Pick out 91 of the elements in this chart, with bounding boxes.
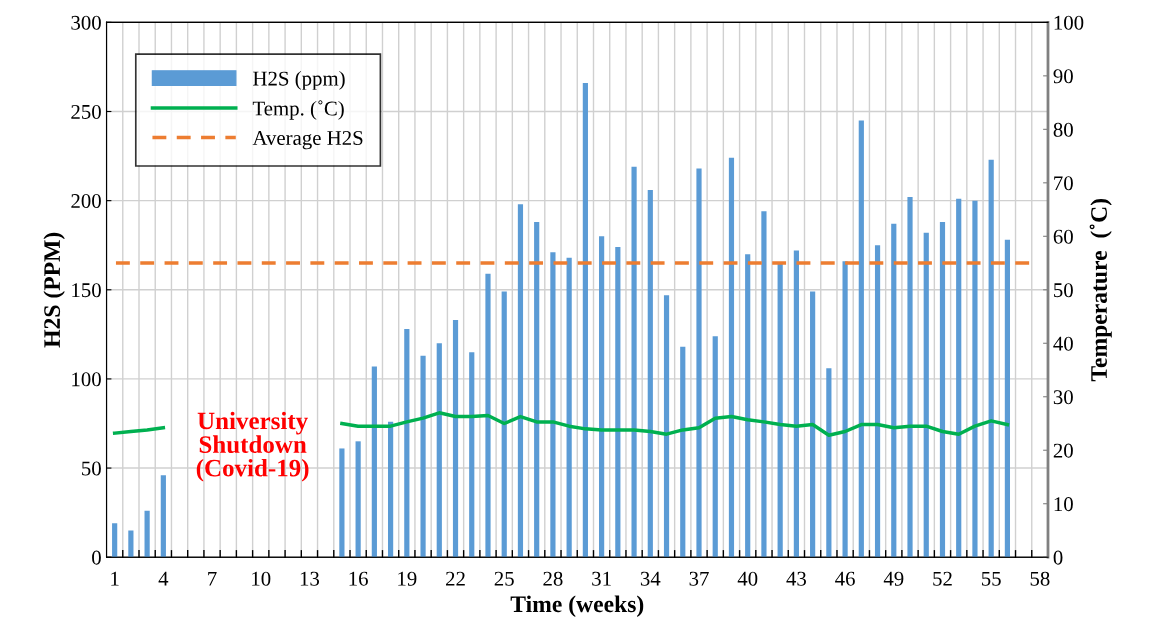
x-tick-label: 22	[446, 571, 465, 586]
bar	[728, 157, 735, 558]
bar	[469, 352, 475, 558]
bar	[891, 223, 897, 558]
y2-tick-label: 80	[1053, 122, 1073, 137]
bar	[615, 247, 621, 558]
bar	[160, 475, 166, 558]
bar	[663, 295, 670, 558]
bar	[777, 263, 783, 558]
legend-label: Temp. (˚C)	[252, 100, 344, 120]
y2-tick-label: 0	[1053, 550, 1063, 565]
y2-tick-label: 60	[1053, 229, 1073, 244]
x-tick-label: 1	[111, 571, 119, 586]
y-tick-label: 200	[71, 194, 101, 209]
bar	[858, 120, 864, 558]
bar	[339, 448, 345, 558]
x-tick-label: 31	[592, 571, 611, 586]
bar	[582, 82, 588, 558]
bar	[647, 189, 653, 558]
y-axis-title: H2S (PPM)	[43, 232, 65, 348]
y-tick-label: 100	[72, 372, 101, 387]
bar	[956, 198, 962, 558]
y-tick-label: 0	[92, 550, 101, 565]
bar	[566, 257, 572, 558]
x-tick-label: 28	[543, 571, 563, 586]
x-tick-label: 4	[158, 571, 169, 586]
x-tick-label: 34	[640, 571, 661, 586]
x-tick-label: 43	[786, 571, 806, 586]
x-tick-label: 25	[494, 571, 514, 586]
bar	[501, 291, 507, 558]
y-tick-label: 300	[71, 15, 101, 30]
bar	[550, 252, 556, 558]
bar	[420, 355, 426, 558]
bar	[761, 211, 767, 558]
bar	[388, 421, 394, 558]
x-tick-label: 37	[689, 571, 709, 586]
y2-axis-title: Temperature (˚C)	[1089, 199, 1112, 382]
bar	[923, 232, 929, 558]
bar	[907, 197, 913, 558]
y2-tick-label: 30	[1053, 390, 1073, 405]
x-tick-label: 40	[737, 571, 758, 586]
bar	[534, 222, 540, 558]
bar	[112, 523, 118, 558]
bar	[355, 441, 361, 558]
bar	[810, 291, 816, 558]
bar	[842, 261, 848, 558]
y-tick-label: 50	[82, 461, 101, 476]
bar	[436, 343, 442, 558]
y2-tick-label: 100	[1054, 15, 1084, 30]
x-tick-label: 46	[835, 571, 855, 586]
y2-tick-label: 50	[1054, 283, 1073, 298]
annotation: University Shutdown (Covid-19)	[196, 411, 309, 482]
bar	[631, 166, 637, 558]
bar	[452, 320, 459, 558]
x-tick-label: 13	[300, 571, 320, 586]
x-axis-title: Time (weeks)	[510, 595, 644, 617]
legend-label: H2S (ppm)	[253, 70, 345, 90]
bar	[745, 254, 751, 558]
bar	[793, 250, 799, 558]
y2-tick-label: 90	[1053, 69, 1073, 84]
legend-label: Average H2S	[252, 131, 363, 150]
bar	[696, 168, 702, 558]
bar	[371, 366, 377, 558]
x-tick-label: 7	[208, 571, 217, 586]
y-tick-label: 250	[71, 104, 101, 119]
bar	[712, 336, 718, 558]
bar	[826, 368, 832, 558]
bar	[144, 510, 150, 558]
bar	[485, 273, 491, 558]
y2-tick-label: 70	[1054, 176, 1073, 191]
x-tick-label: 16	[349, 571, 368, 586]
y2-tick-label: 10	[1054, 497, 1073, 512]
bar	[988, 159, 994, 558]
x-tick-label: 55	[981, 571, 1001, 586]
x-tick-label: 10	[252, 571, 271, 586]
y-tick-label: 150	[72, 283, 101, 298]
y2-tick-label: 40	[1053, 336, 1073, 351]
x-tick-label: 49	[883, 571, 904, 586]
bar	[599, 236, 605, 558]
bar	[128, 530, 134, 558]
bar	[680, 346, 686, 558]
bar	[972, 200, 978, 558]
x-tick-label: 58	[1030, 571, 1050, 586]
x-tick-label: 52	[933, 571, 952, 586]
y2-tick-label: 20	[1053, 443, 1073, 458]
x-tick-label: 19	[398, 571, 417, 586]
bar	[1004, 239, 1011, 558]
bar	[517, 204, 524, 558]
bar	[404, 329, 410, 558]
bar	[874, 245, 881, 558]
bar	[939, 222, 946, 558]
